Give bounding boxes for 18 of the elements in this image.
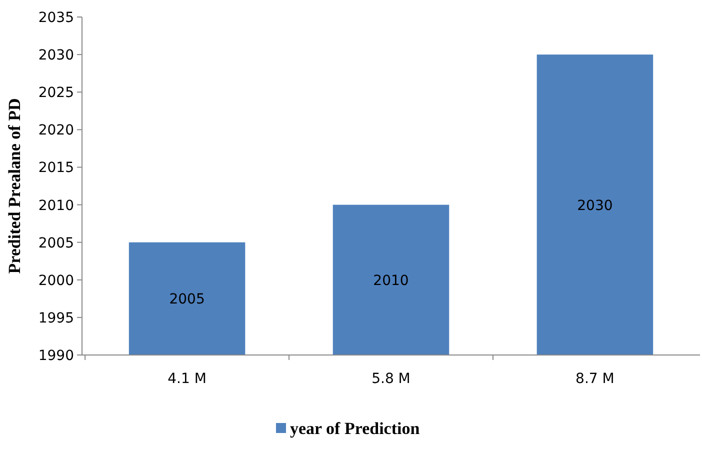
y-tick-label: 2015 — [38, 160, 74, 176]
y-tick-label: 2010 — [38, 198, 74, 214]
legend-label: year of Prediction — [290, 419, 420, 438]
y-tick-label: 2005 — [38, 235, 74, 252]
y-tick-label: 2000 — [38, 272, 74, 289]
data-label: 2030 — [577, 198, 613, 214]
y-tick-label: 1990 — [38, 348, 74, 364]
data-label: 2005 — [169, 292, 205, 308]
x-tick-label: 8.7 M — [576, 371, 614, 387]
y-tick-label: 2035 — [38, 10, 74, 26]
y-tick-label: 2030 — [38, 48, 74, 64]
x-tick-label: 4.1 M — [168, 371, 206, 387]
x-tick-label: 5.8 M — [372, 371, 410, 387]
data-label: 2010 — [373, 272, 409, 289]
y-axis-title: Predited Prealane of PD — [5, 98, 24, 274]
y-tick-label: 1995 — [38, 310, 74, 326]
y-tick-label: 2020 — [38, 122, 74, 139]
y-tick-label: 2025 — [38, 85, 74, 102]
